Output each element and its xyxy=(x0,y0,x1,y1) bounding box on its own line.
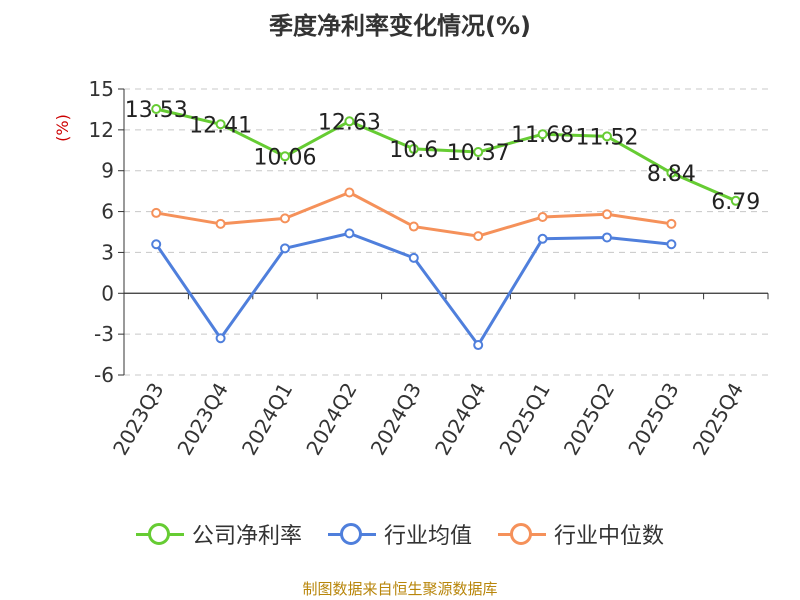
y-tick-label: 0 xyxy=(101,281,114,305)
y-tick-label: 15 xyxy=(89,77,114,101)
x-tick-label: 2023Q4 xyxy=(172,379,232,460)
legend-dot xyxy=(510,523,532,545)
data-point xyxy=(215,218,226,229)
data-label: 13.53 xyxy=(125,98,188,123)
data-label: 10.06 xyxy=(254,145,317,170)
data-point xyxy=(408,252,419,263)
x-tick-label: 2025Q2 xyxy=(559,379,619,460)
x-tick-label: 2024Q1 xyxy=(237,379,297,460)
data-label: 11.68 xyxy=(511,123,574,148)
data-point xyxy=(537,129,548,140)
data-point xyxy=(602,131,612,142)
data-point xyxy=(344,228,355,239)
legend: 公司净利率 行业均值 行业中位数 xyxy=(0,518,800,550)
legend-label: 行业均值 xyxy=(383,524,472,549)
x-tick-label: 2025Q1 xyxy=(494,379,554,460)
data-label: 10.6 xyxy=(389,138,438,163)
data-point xyxy=(473,231,484,242)
legend-label: 行业中位数 xyxy=(554,524,665,549)
x-tick-label: 2023Q3 xyxy=(108,379,168,460)
x-tick-label: 2025Q3 xyxy=(623,379,683,460)
data-point xyxy=(666,218,677,229)
data-point xyxy=(730,195,741,206)
legend-dot xyxy=(339,523,362,545)
legend-item-industry-mean[interactable]: 行业均值 xyxy=(327,518,472,550)
data-point xyxy=(344,187,355,198)
series-line-industry-mean xyxy=(154,231,672,347)
y-tick-label: 6 xyxy=(101,200,114,224)
data-point xyxy=(473,147,484,158)
data-point xyxy=(344,116,355,127)
data-point xyxy=(602,232,612,243)
data-point xyxy=(666,167,677,178)
legend-item-company-net-margin[interactable]: 公司净利率 xyxy=(135,518,302,550)
data-label: 6.79 xyxy=(711,190,760,215)
data-point xyxy=(473,340,484,351)
data-point xyxy=(151,239,162,250)
x-tick-label: 2024Q2 xyxy=(301,379,361,460)
data-point xyxy=(408,143,419,154)
data-point xyxy=(151,104,162,115)
legend-dot xyxy=(147,523,170,545)
y-tick-label: -6 xyxy=(94,363,114,387)
data-label: 12.41 xyxy=(189,113,252,138)
x-tick-label: 2025Q4 xyxy=(688,379,748,460)
legend-item-industry-median[interactable]: 行业中位数 xyxy=(498,518,664,550)
y-tick-label: 3 xyxy=(101,240,114,264)
legend-marker-icon xyxy=(498,522,546,546)
data-label: 12.63 xyxy=(318,110,381,135)
data-label: 10.37 xyxy=(447,141,510,166)
data-point xyxy=(602,209,612,220)
data-point xyxy=(280,213,290,224)
legend-marker-icon xyxy=(135,522,184,546)
data-label: 11.52 xyxy=(576,125,639,150)
x-tick-label: 2024Q3 xyxy=(366,379,426,460)
y-tick-label: 12 xyxy=(89,118,114,142)
data-point xyxy=(537,233,548,244)
data-point xyxy=(408,221,419,232)
legend-marker-icon xyxy=(327,522,376,546)
series xyxy=(151,104,741,351)
data-point xyxy=(666,239,677,250)
data-source-note: 制图数据来自恒生聚源数据库 xyxy=(302,580,498,598)
y-axis-label: (%) xyxy=(53,114,72,142)
data-point xyxy=(151,207,162,218)
data-point xyxy=(215,119,226,130)
data-point xyxy=(280,243,290,254)
gridlines xyxy=(124,88,768,376)
data-point xyxy=(215,333,226,344)
y-tick-label: -3 xyxy=(94,322,114,346)
y-tick-label: 9 xyxy=(101,159,114,183)
data-point xyxy=(280,151,290,162)
data-label: 8.84 xyxy=(647,162,696,187)
legend-label: 公司净利率 xyxy=(191,524,302,549)
x-tick-label: 2024Q4 xyxy=(430,379,490,460)
data-point xyxy=(537,212,548,223)
chart-title: 季度净利率变化情况(%) xyxy=(269,12,531,40)
series-line-company-net-margin xyxy=(155,107,737,203)
